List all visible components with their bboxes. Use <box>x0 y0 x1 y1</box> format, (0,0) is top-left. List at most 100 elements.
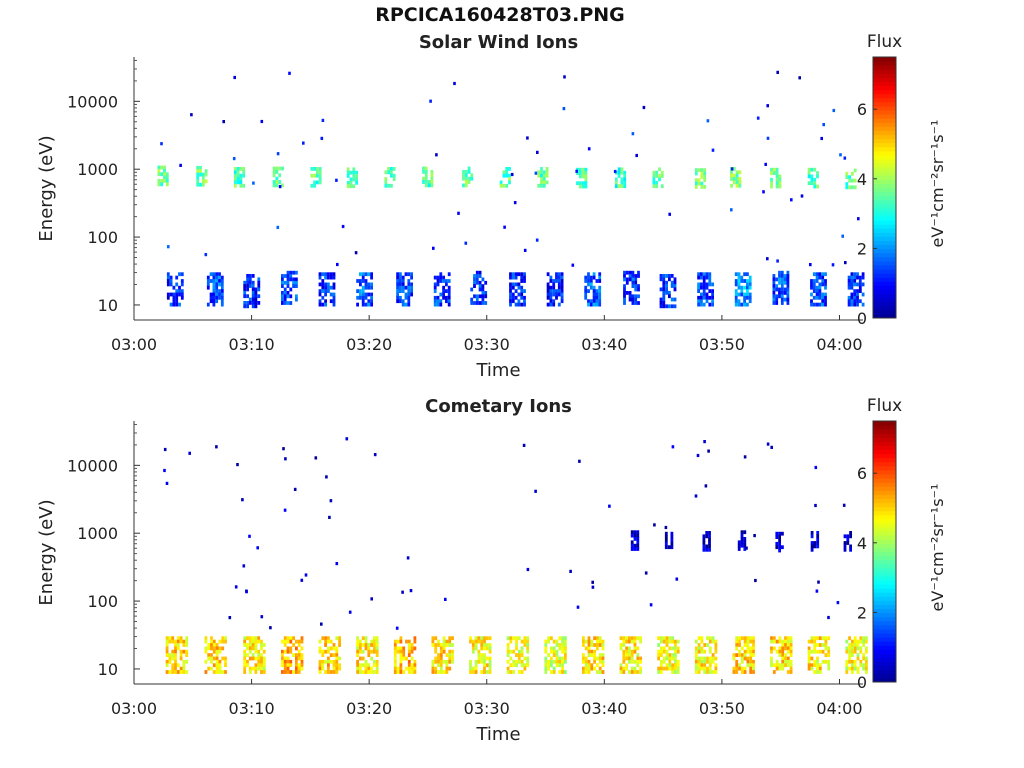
sw-burst-cell <box>424 180 428 184</box>
scatter-point <box>766 257 769 261</box>
sw-low-burst-cell <box>856 302 859 307</box>
comet-burst-cell <box>356 666 359 671</box>
comet-burst-cell <box>329 646 333 651</box>
comet-burst-cell <box>752 646 755 651</box>
colorbar-segment <box>873 199 896 205</box>
comet-burst-cell <box>619 663 623 668</box>
sw-low-burst-cell <box>557 275 561 280</box>
colorbar-segment <box>873 677 896 683</box>
scatter-point <box>190 113 193 117</box>
colorbar-segment <box>873 89 896 95</box>
comet-burst-cell <box>740 666 744 671</box>
comet-burst-cell <box>520 646 524 651</box>
sw-low-burst-cell <box>257 294 261 299</box>
comet-burst-cell <box>477 653 481 657</box>
sw-low-burst-cell <box>289 274 293 278</box>
comet-burst-cell <box>407 653 411 657</box>
comet-burst-cell <box>807 649 811 654</box>
comet-burst-cell <box>300 663 304 668</box>
sw-burst-cell <box>160 165 164 170</box>
sw-low-burst-cell <box>246 287 249 292</box>
comet-burst-cell <box>593 659 596 664</box>
sw-low-burst-cell <box>592 275 596 280</box>
comet-burst-cell <box>509 636 513 641</box>
colorbar-segment <box>873 624 896 630</box>
sw-low-burst-cell <box>509 292 512 297</box>
sw-low-burst-cell <box>598 299 602 304</box>
comet-burst-cell <box>300 659 304 664</box>
comet-burst-cell <box>807 656 811 661</box>
comet-burst-cell <box>584 639 588 644</box>
sw-burst-cell <box>318 180 322 185</box>
sw-low-burst-cell <box>812 272 816 277</box>
comet-burst-cell <box>781 649 785 654</box>
sw-low-burst-cell <box>812 282 816 287</box>
sw-low-burst-cell <box>748 285 752 290</box>
sw-low-burst-cell <box>856 292 859 297</box>
comet-burst-cell <box>668 656 672 661</box>
comet-burst-cell <box>590 653 594 657</box>
scatter-point <box>569 569 572 573</box>
comet-burst-cell <box>171 649 175 654</box>
comet-burst-cell <box>738 639 741 644</box>
comet-burst-cell <box>818 663 822 668</box>
sw-burst-cell <box>578 174 582 179</box>
sw-low-burst-cell <box>212 295 216 300</box>
comet-burst-cell <box>674 670 677 674</box>
sw-low-burst-cell <box>447 302 451 307</box>
comet-burst-cell <box>786 643 790 647</box>
comet-burst-cell <box>442 659 446 664</box>
comet-high-burst-cell <box>743 537 747 541</box>
comet-burst-cell <box>442 649 446 654</box>
sw-low-burst-cell <box>481 291 485 295</box>
comet-burst-cell <box>550 636 553 641</box>
comet-burst-cell <box>778 639 782 644</box>
comet-burst-cell <box>668 653 672 657</box>
sw-low-burst-cell <box>708 302 712 307</box>
comet-high-burst-cell <box>633 537 637 541</box>
comet-burst-cell <box>544 639 548 644</box>
comet-burst-cell <box>706 643 709 647</box>
comet-burst-cell <box>488 663 492 668</box>
comet-burst-cell <box>327 666 330 671</box>
sw-burst-cell <box>352 167 356 172</box>
comet-burst-cell <box>474 636 478 641</box>
sw-low-burst-cell <box>705 275 709 280</box>
sw-low-burst-cell <box>746 302 749 307</box>
sw-low-burst-cell <box>257 284 261 288</box>
comet-burst-cell <box>251 639 255 644</box>
comet-burst-cell <box>552 670 556 674</box>
comet-burst-cell <box>561 643 564 647</box>
sw-low-burst-cell <box>780 301 784 305</box>
comet-burst-cell <box>711 639 715 644</box>
sw-burst-cell <box>430 176 434 181</box>
sw-low-burst-cell <box>775 294 779 299</box>
colorbar-segment <box>873 101 896 107</box>
comet-burst-cell <box>318 659 322 664</box>
sw-low-burst-cell <box>778 291 781 295</box>
comet-burst-cell <box>327 649 330 654</box>
comet-high-burst-cell <box>849 531 852 535</box>
scatter-point <box>664 525 668 530</box>
comet-burst-cell <box>483 659 486 664</box>
comet-burst-cell <box>749 670 753 674</box>
comet-burst-cell <box>593 636 596 641</box>
colorbar-segment <box>873 494 896 499</box>
comet-burst-cell <box>523 636 527 641</box>
comet-burst-cell <box>286 656 290 661</box>
comet-burst-cell <box>856 666 860 671</box>
sw-low-burst-cell <box>786 287 790 292</box>
sw-low-burst-cell <box>396 295 399 300</box>
sw-low-burst-cell <box>445 299 448 304</box>
sw-burst-cell <box>614 180 618 185</box>
colorbar-segment <box>873 105 896 111</box>
sw-burst-cell <box>738 183 742 188</box>
sw-low-burst-cell <box>700 272 703 277</box>
comet-burst-cell <box>356 639 359 644</box>
comet-burst-cell <box>221 646 225 651</box>
comet-burst-cell <box>506 653 510 657</box>
sw-low-burst-cell <box>292 284 295 288</box>
sw-burst-cell <box>778 177 782 182</box>
comet-burst-cell <box>786 659 790 664</box>
comet-burst-cell <box>262 666 266 671</box>
